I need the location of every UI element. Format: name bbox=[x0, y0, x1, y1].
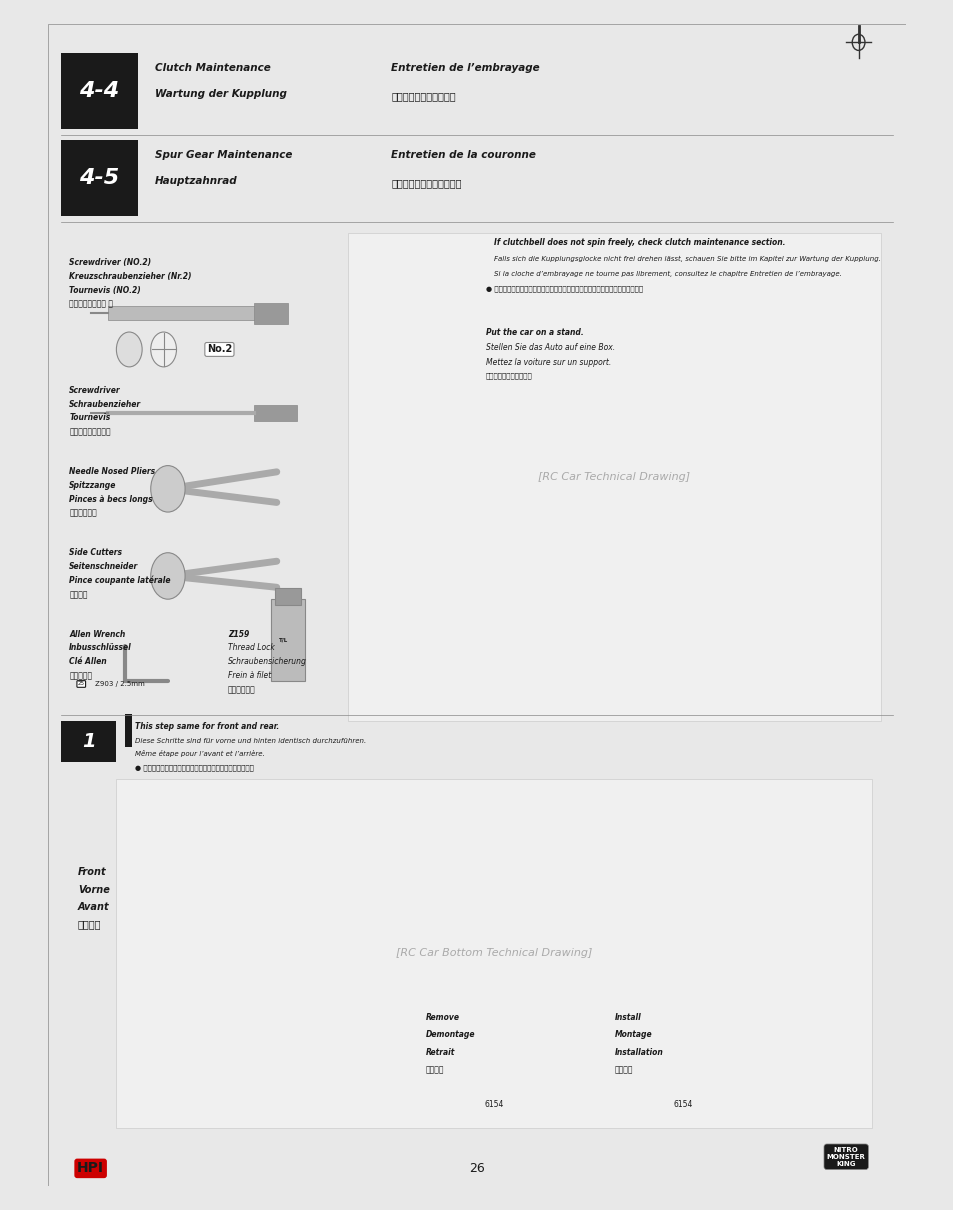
Bar bbox=[116, 779, 871, 1128]
Circle shape bbox=[151, 332, 176, 367]
Text: Retrait: Retrait bbox=[425, 1048, 455, 1056]
Bar bbox=[125, 714, 132, 747]
Text: Kreuzschraubenzieher (Nr.2): Kreuzschraubenzieher (Nr.2) bbox=[69, 272, 192, 281]
Text: ニッパー: ニッパー bbox=[69, 590, 88, 599]
Text: Spitzzange: Spitzzange bbox=[69, 480, 116, 490]
Circle shape bbox=[116, 332, 142, 367]
FancyBboxPatch shape bbox=[61, 721, 116, 762]
Text: Mettez la voiture sur un support.: Mettez la voiture sur un support. bbox=[485, 358, 610, 367]
Text: HPI: HPI bbox=[77, 1162, 104, 1175]
Text: Entretien de la couronne: Entretien de la couronne bbox=[391, 150, 536, 161]
Text: Needle Nosed Pliers: Needle Nosed Pliers bbox=[69, 467, 155, 476]
Text: 取り付け: 取り付け bbox=[614, 1065, 632, 1074]
Text: フロント: フロント bbox=[77, 920, 101, 929]
Text: Vorne: Vorne bbox=[77, 885, 110, 894]
FancyArrowPatch shape bbox=[171, 561, 276, 576]
Text: Montage: Montage bbox=[614, 1030, 651, 1039]
Circle shape bbox=[151, 553, 185, 599]
Text: Même étape pour l’avant et l’arrière.: Même étape pour l’avant et l’arrière. bbox=[135, 750, 265, 757]
Text: マイナスドライバー: マイナスドライバー bbox=[69, 427, 111, 437]
Text: Screwdriver: Screwdriver bbox=[69, 386, 121, 394]
FancyBboxPatch shape bbox=[61, 53, 137, 128]
Text: Pinces à becs longs: Pinces à becs longs bbox=[69, 495, 152, 503]
Text: Tournevis: Tournevis bbox=[69, 414, 111, 422]
Text: ● 図を参考にフロント、リヤ横を同樹に作業してください。: ● 図を参考にフロント、リヤ横を同樹に作業してください。 bbox=[135, 765, 253, 771]
Text: Schraubensicherung: Schraubensicherung bbox=[228, 657, 307, 667]
FancyArrowPatch shape bbox=[171, 472, 276, 489]
Bar bbox=[476, 236, 487, 271]
Text: Stellen Sie das Auto auf eine Box.: Stellen Sie das Auto auf eine Box. bbox=[485, 342, 614, 352]
Text: Demontage: Demontage bbox=[425, 1030, 475, 1039]
Text: This step same for front and rear.: This step same for front and rear. bbox=[135, 722, 279, 732]
Text: Screwdriver (NO.2): Screwdriver (NO.2) bbox=[69, 258, 152, 267]
Text: Wartung der Kupplung: Wartung der Kupplung bbox=[154, 88, 287, 99]
Text: Entretien de l’embrayage: Entretien de l’embrayage bbox=[391, 63, 539, 74]
Text: ラジオペンチ: ラジオペンチ bbox=[69, 508, 97, 518]
Text: Z903 / 2.5mm: Z903 / 2.5mm bbox=[94, 681, 145, 687]
Text: T/L: T/L bbox=[279, 638, 288, 643]
Bar bbox=[253, 302, 288, 324]
Text: 台の上に車を乗せます。: 台の上に車を乗せます。 bbox=[485, 373, 532, 380]
Text: 4-4: 4-4 bbox=[79, 81, 119, 100]
FancyBboxPatch shape bbox=[61, 140, 137, 215]
Text: Tournevis (NO.2): Tournevis (NO.2) bbox=[69, 286, 141, 295]
FancyArrowPatch shape bbox=[171, 489, 276, 502]
Text: クラッチのメンテナンス: クラッチのメンテナンス bbox=[391, 91, 456, 102]
Text: Schraubenzieher: Schraubenzieher bbox=[69, 399, 141, 409]
Text: No.2: No.2 bbox=[207, 345, 232, 355]
Text: Put the car on a stand.: Put the car on a stand. bbox=[485, 328, 582, 336]
Text: Seitenschneider: Seitenschneider bbox=[69, 563, 138, 571]
Text: Front: Front bbox=[77, 868, 107, 877]
Text: Side Cutters: Side Cutters bbox=[69, 548, 122, 558]
Bar bbox=[274, 588, 301, 605]
Text: 6154: 6154 bbox=[673, 1100, 692, 1110]
Text: Installation: Installation bbox=[614, 1048, 662, 1056]
Text: Clutch Maintenance: Clutch Maintenance bbox=[154, 63, 271, 74]
Text: Avant: Avant bbox=[77, 901, 110, 912]
Text: Z159: Z159 bbox=[228, 629, 249, 639]
Text: ネジロック剤: ネジロック剤 bbox=[228, 685, 255, 695]
Text: Inbusschlüssel: Inbusschlüssel bbox=[69, 644, 132, 652]
Text: Diese Schritte sind für vorne und hinten identisch durchzuführen.: Diese Schritte sind für vorne und hinten… bbox=[135, 738, 366, 744]
Text: スパーギアのメンテナンス: スパーギアのメンテナンス bbox=[391, 178, 461, 189]
FancyArrowPatch shape bbox=[171, 576, 276, 587]
Text: 6154: 6154 bbox=[484, 1100, 503, 1110]
Text: 4-5: 4-5 bbox=[79, 168, 119, 188]
Text: NITRO
MONSTER
KING: NITRO MONSTER KING bbox=[826, 1147, 864, 1166]
Text: Thread Lock: Thread Lock bbox=[228, 644, 274, 652]
Text: 取り外し: 取り外し bbox=[425, 1065, 443, 1074]
Text: 1: 1 bbox=[82, 732, 95, 751]
Text: [RC Car Technical Drawing]: [RC Car Technical Drawing] bbox=[537, 472, 690, 483]
Text: プラスドライバー 大: プラスドライバー 大 bbox=[69, 300, 113, 309]
Text: Si la cloche d’embrayage ne tourne pas librement, consultez le chapitre Entretie: Si la cloche d’embrayage ne tourne pas l… bbox=[494, 271, 841, 277]
Bar bbox=[271, 599, 305, 680]
Text: 26: 26 bbox=[469, 1162, 484, 1175]
Text: 六角レンチ: 六角レンチ bbox=[69, 672, 92, 680]
Text: Falls sich die Kupplungsglocke nicht frei drehen lässt, schauen Sie bitte im Kap: Falls sich die Kupplungsglocke nicht fre… bbox=[494, 255, 881, 261]
Text: Pince coupante latérale: Pince coupante latérale bbox=[69, 576, 171, 586]
Text: Remove: Remove bbox=[425, 1013, 459, 1022]
Text: Allen Wrench: Allen Wrench bbox=[69, 629, 125, 639]
Text: Clé Allen: Clé Allen bbox=[69, 657, 107, 667]
Text: 25: 25 bbox=[77, 681, 85, 686]
Bar bbox=[348, 234, 880, 721]
Text: [RC Car Bottom Technical Drawing]: [RC Car Bottom Technical Drawing] bbox=[395, 949, 592, 958]
Text: Spur Gear Maintenance: Spur Gear Maintenance bbox=[154, 150, 292, 161]
Circle shape bbox=[151, 466, 185, 512]
Bar bbox=[253, 405, 296, 421]
Text: If clutchbell does not spin freely, check clutch maintenance section.: If clutchbell does not spin freely, chec… bbox=[494, 238, 785, 247]
Text: Hauptzahnrad: Hauptzahnrad bbox=[154, 175, 237, 186]
Text: Frein à filet: Frein à filet bbox=[228, 672, 271, 680]
Text: ● クラッチベルがスムーズに回らない場合は、メンテナンスを行ってください。: ● クラッチベルがスムーズに回らない場合は、メンテナンスを行ってください。 bbox=[485, 286, 642, 293]
Bar bbox=[108, 306, 262, 321]
Text: Install: Install bbox=[614, 1013, 640, 1022]
